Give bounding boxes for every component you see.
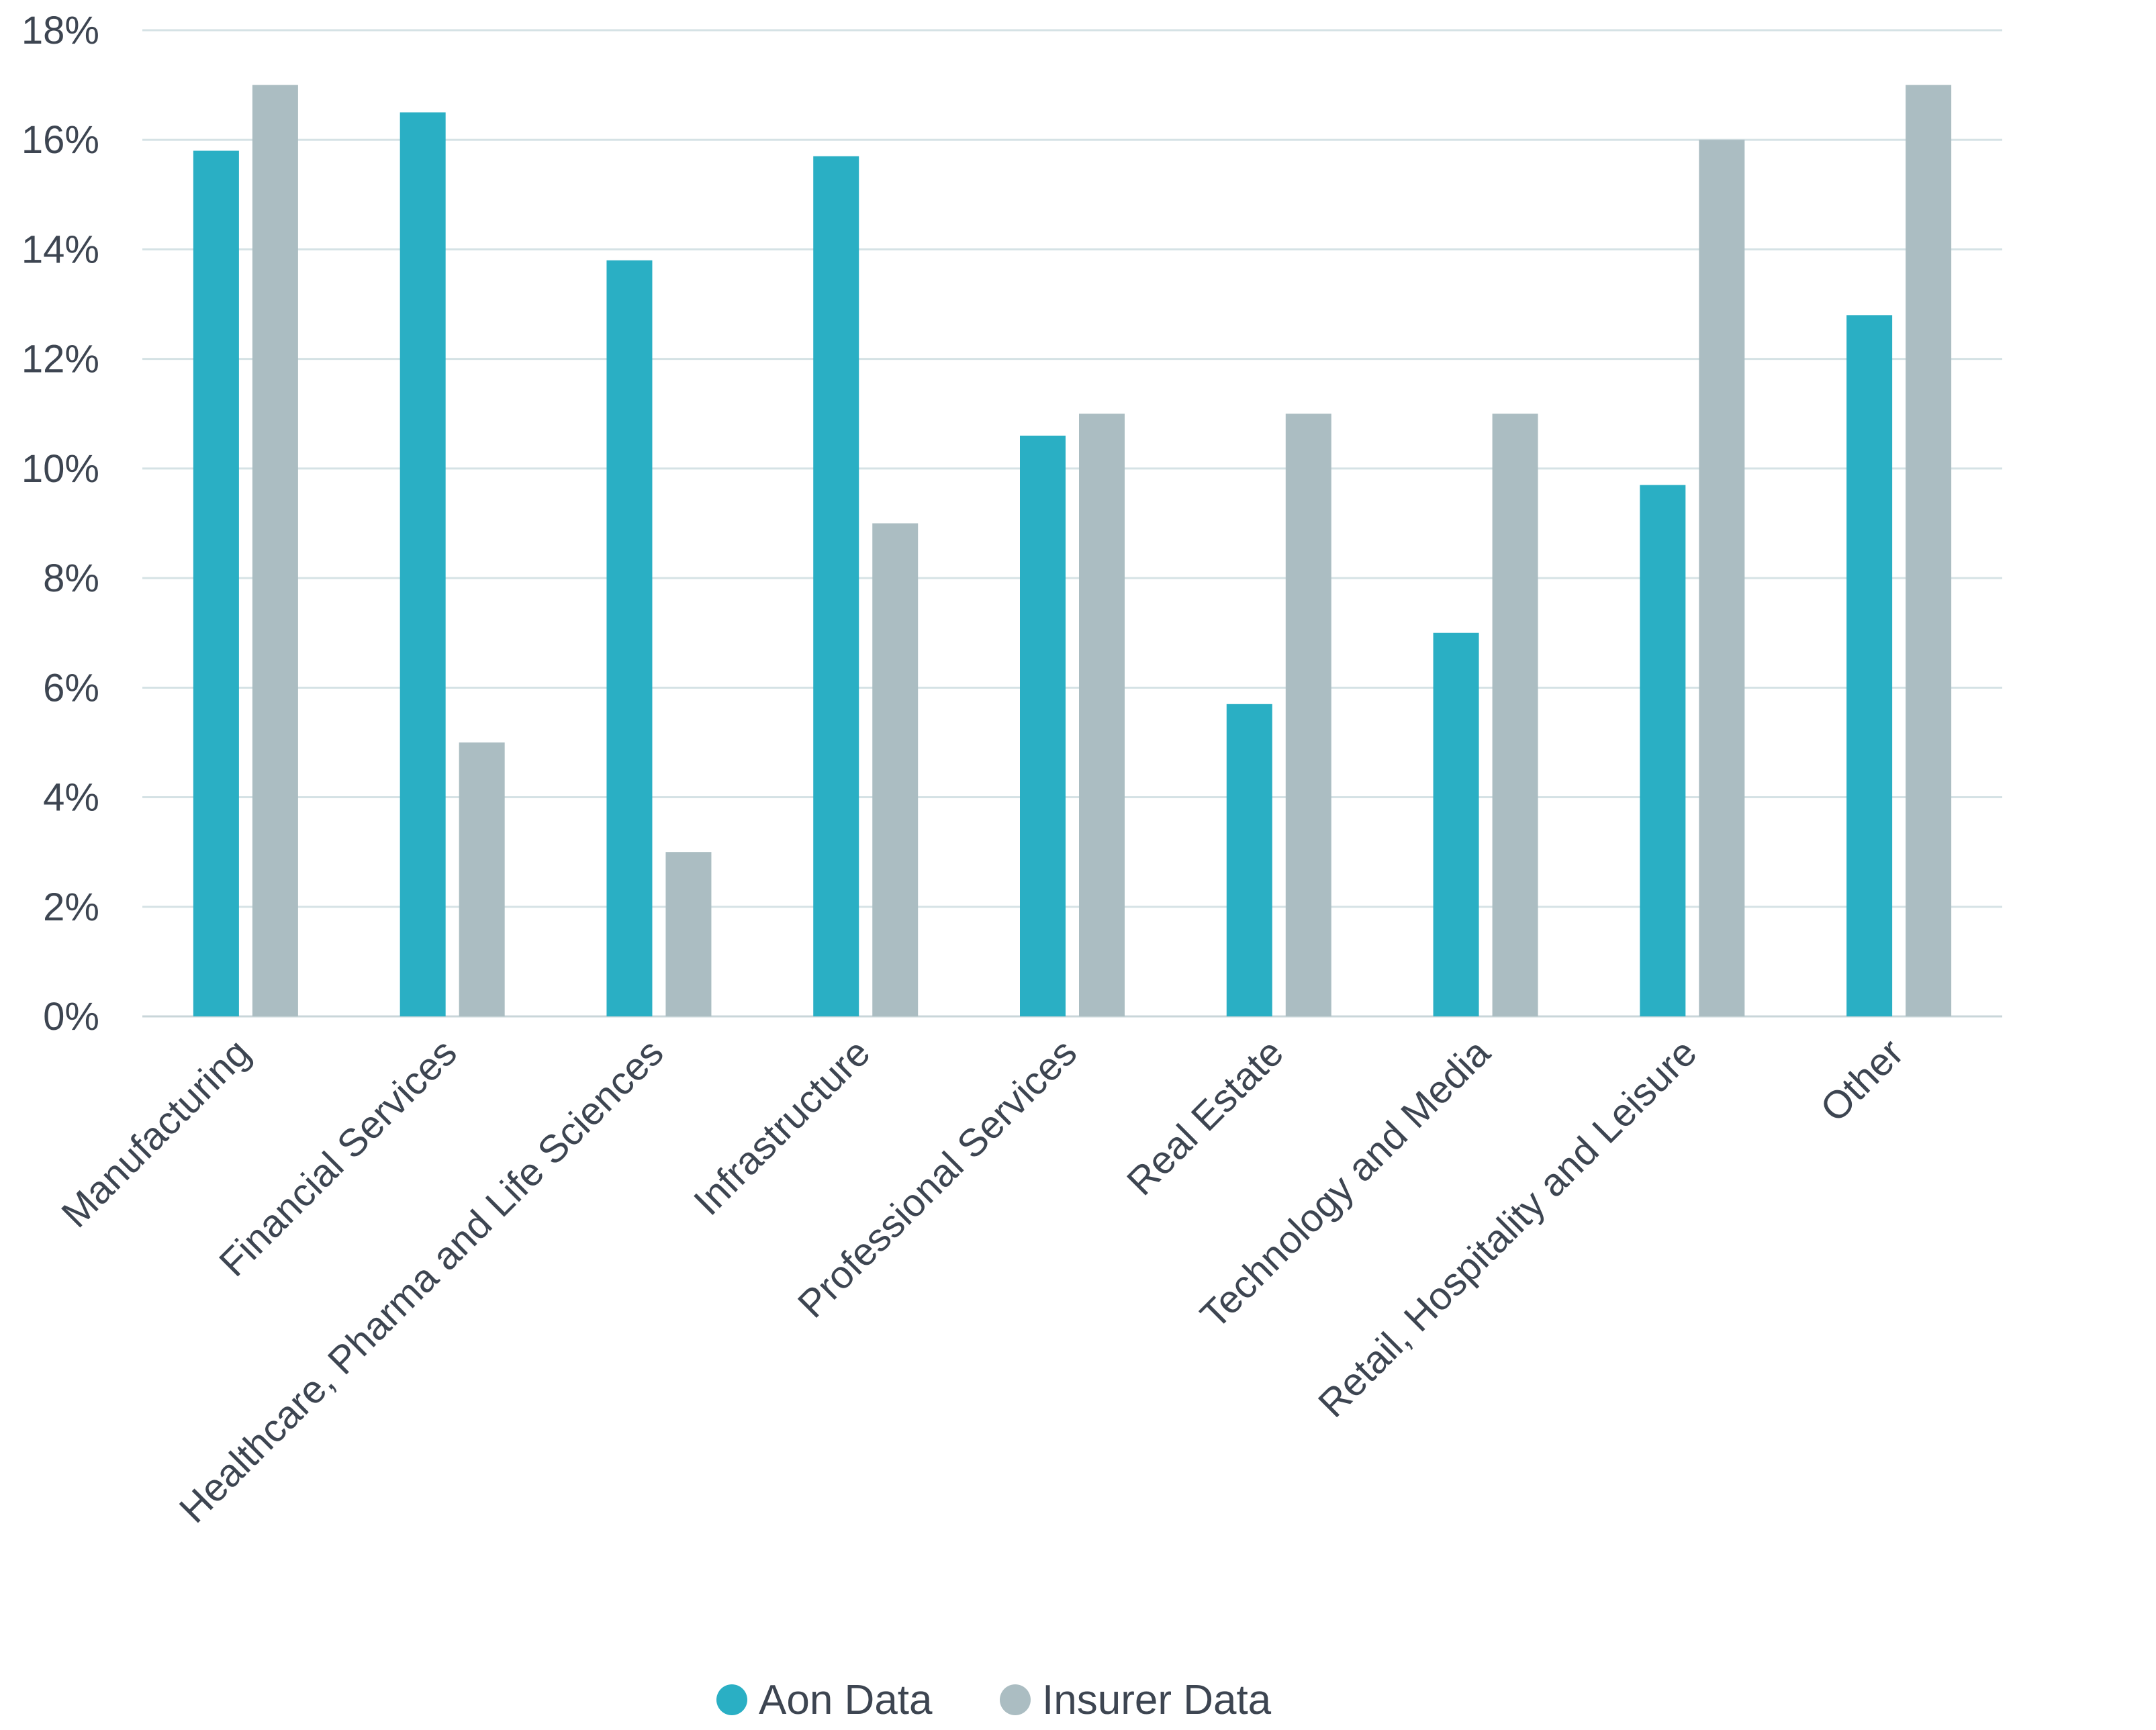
x-tick-label: Healthcare, Pharma and Life Sciences bbox=[171, 1030, 672, 1531]
bar-aon-data-7 bbox=[1640, 485, 1686, 1016]
legend-item-aon-data: Aon Data bbox=[716, 1677, 933, 1723]
x-tick-label: Infrastructure bbox=[686, 1030, 879, 1224]
bar-insurer-data-7 bbox=[1699, 140, 1745, 1017]
y-axis-tick-labels: 0% 2% 4% 6% 8% 10% 12% 14% 16% 18% bbox=[21, 9, 99, 1039]
y-tick-label: 16% bbox=[21, 118, 99, 162]
bar-insurer-data-8 bbox=[1906, 85, 1952, 1017]
x-tick-label: Other bbox=[1812, 1030, 1912, 1131]
legend-swatch bbox=[716, 1684, 747, 1715]
bar-insurer-data-5 bbox=[1285, 414, 1331, 1016]
bar-aon-data-4 bbox=[1020, 435, 1066, 1016]
bar-insurer-data-6 bbox=[1492, 414, 1538, 1016]
y-tick-label: 12% bbox=[21, 338, 99, 381]
bar-insurer-data-3 bbox=[872, 523, 919, 1016]
bar-aon-data-0 bbox=[193, 150, 239, 1017]
y-tick-label: 2% bbox=[43, 885, 99, 929]
bar-aon-data-8 bbox=[1846, 315, 1893, 1016]
bar-aon-data-5 bbox=[1226, 704, 1272, 1016]
bar-insurer-data-4 bbox=[1079, 414, 1125, 1016]
legend-swatch bbox=[1000, 1684, 1031, 1715]
legend-label: Aon Data bbox=[759, 1677, 933, 1723]
y-tick-label: 18% bbox=[21, 9, 99, 52]
x-tick-label: Real Estate bbox=[1119, 1030, 1292, 1204]
bar-insurer-data-2 bbox=[665, 852, 712, 1016]
legend-item-insurer-data: Insurer Data bbox=[1000, 1677, 1272, 1723]
y-tick-label: 8% bbox=[43, 557, 99, 600]
bar-aon-data-3 bbox=[813, 156, 859, 1016]
bar-aon-data-1 bbox=[400, 112, 446, 1017]
y-tick-label: 4% bbox=[43, 776, 99, 820]
bar-aon-data-6 bbox=[1433, 632, 1479, 1016]
legend-label: Insurer Data bbox=[1042, 1677, 1272, 1723]
legend: Aon Data Insurer Data bbox=[716, 1677, 1272, 1723]
y-tick-label: 6% bbox=[43, 666, 99, 710]
bar-insurer-data-0 bbox=[252, 85, 298, 1017]
gridlines bbox=[142, 29, 2002, 1018]
bar-insurer-data-1 bbox=[459, 742, 505, 1016]
y-tick-label: 0% bbox=[43, 995, 99, 1039]
y-tick-label: 14% bbox=[21, 228, 99, 271]
bar-aon-data-2 bbox=[606, 260, 653, 1017]
x-tick-label: Retail, Hospitality and Leisure bbox=[1310, 1030, 1705, 1426]
x-tick-label: Manufacturing bbox=[53, 1030, 259, 1236]
y-tick-label: 10% bbox=[21, 447, 99, 491]
bars bbox=[193, 85, 1952, 1017]
